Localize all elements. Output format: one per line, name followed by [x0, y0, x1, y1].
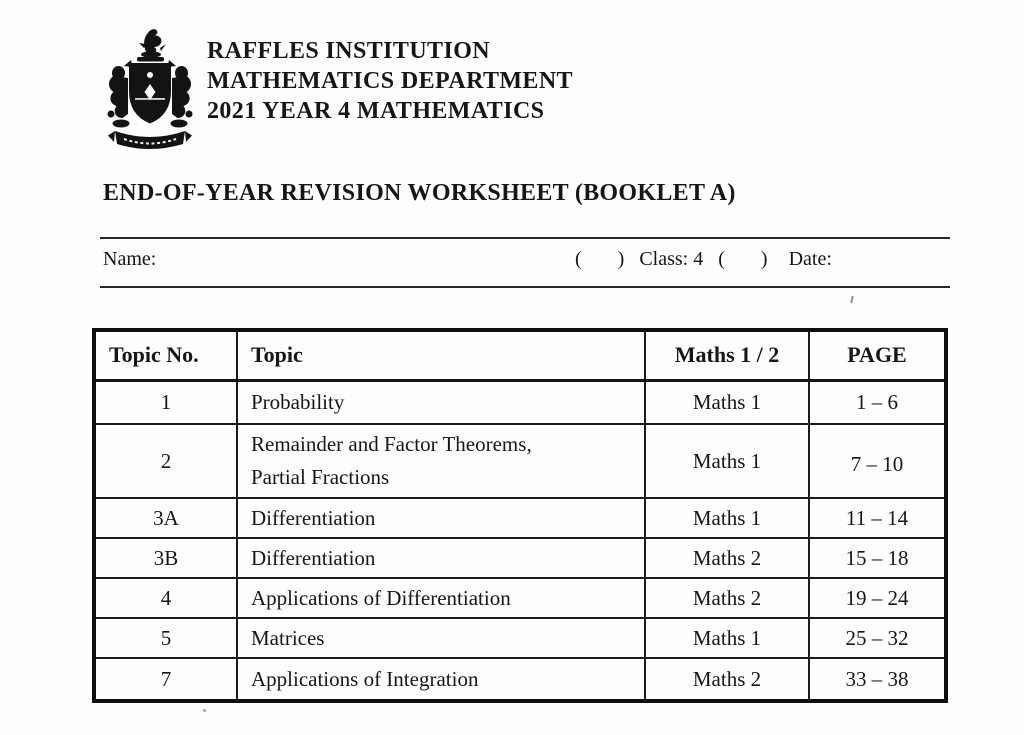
student-info-row: Name: () Class: 4 () Date: — [103, 248, 950, 271]
table-row: 7 Applications of Integration Maths 2 33… — [93, 657, 947, 702]
topic-no-cell: 1 — [93, 379, 238, 425]
maths-cell: Maths 1 — [644, 617, 810, 659]
scan-speck — [850, 295, 854, 304]
page-cell: 1 – 6 — [808, 379, 947, 425]
col-header-topic-no: Topic No. — [93, 329, 238, 382]
table-row: 4 Applications of Differentiation Maths … — [93, 577, 947, 619]
page-cell: 15 – 18 — [808, 537, 947, 579]
register-paren-close: ) — [617, 248, 625, 270]
maths-cell: Maths 1 — [644, 423, 810, 499]
col-header-page: PAGE — [808, 329, 947, 382]
topic-cell: Matrices — [236, 617, 646, 659]
scan-speck — [203, 709, 206, 712]
page-cell: 11 – 14 — [808, 497, 947, 539]
year-subject-line: 2021 YEAR 4 MATHEMATICS — [207, 98, 545, 124]
class-paren-open: ( — [718, 248, 725, 270]
topic-cell: Probability — [236, 379, 646, 425]
name-label: Name: — [103, 248, 157, 270]
department-name: MATHEMATICS DEPARTMENT — [207, 68, 573, 94]
divider-line-top — [100, 237, 950, 239]
document-header: RAFFLES INSTITUTION MATHEMATICS DEPARTME… — [207, 36, 573, 126]
page-cell: 25 – 32 — [808, 617, 947, 659]
table-row: 2 Remainder and Factor Theorems, Partial… — [93, 423, 947, 499]
maths-cell: Maths 2 — [644, 657, 810, 702]
class-date-group: () Class: 4 () Date: — [575, 248, 832, 271]
table-row: 1 Probability Maths 1 1 – 6 — [93, 379, 947, 425]
topic-cell: Remainder and Factor Theorems, Partial F… — [236, 423, 646, 499]
institution-name: RAFFLES INSTITUTION — [207, 38, 491, 64]
topic-no-cell: 3B — [93, 537, 238, 579]
maths-cell: Maths 2 — [644, 537, 810, 579]
topic-cell: Applications of Differentiation — [236, 577, 646, 619]
table-header-row: Topic No. Topic Maths 1 / 2 PAGE — [93, 329, 947, 382]
class-label: Class: 4 — [639, 248, 704, 270]
topic-cell: Applications of Integration — [236, 657, 646, 702]
topic-no-cell: 5 — [93, 617, 238, 659]
col-header-maths: Maths 1 / 2 — [644, 329, 810, 382]
topic-cell: Differentiation — [236, 537, 646, 579]
topic-no-cell: 2 — [93, 423, 238, 499]
date-label: Date: — [788, 248, 832, 270]
table-row: 3B Differentiation Maths 2 15 – 18 — [93, 537, 947, 579]
class-paren-close: ) — [760, 248, 768, 270]
topics-table: Topic No. Topic Maths 1 / 2 PAGE 1 Proba… — [92, 328, 948, 703]
register-paren-open: ( — [575, 248, 582, 270]
maths-cell: Maths 1 — [644, 379, 810, 425]
maths-cell: Maths 1 — [644, 497, 810, 539]
worksheet-title: END-OF-YEAR REVISION WORKSHEET (BOOKLET … — [103, 180, 736, 206]
col-header-topic: Topic — [236, 329, 646, 382]
divider-line-bottom — [100, 286, 950, 288]
page-cell: 33 – 38 — [808, 657, 947, 702]
page-cell: 7 – 10 — [808, 423, 947, 499]
topic-no-cell: 7 — [93, 657, 238, 702]
raffles-crest-icon — [107, 29, 193, 149]
maths-cell: Maths 2 — [644, 577, 810, 619]
table-row: 5 Matrices Maths 1 25 – 32 — [93, 617, 947, 659]
page-cell: 19 – 24 — [808, 577, 947, 619]
table-row: 3A Differentiation Maths 1 11 – 14 — [93, 497, 947, 539]
topic-cell: Differentiation — [236, 497, 646, 539]
topic-no-cell: 4 — [93, 577, 238, 619]
topic-no-cell: 3A — [93, 497, 238, 539]
